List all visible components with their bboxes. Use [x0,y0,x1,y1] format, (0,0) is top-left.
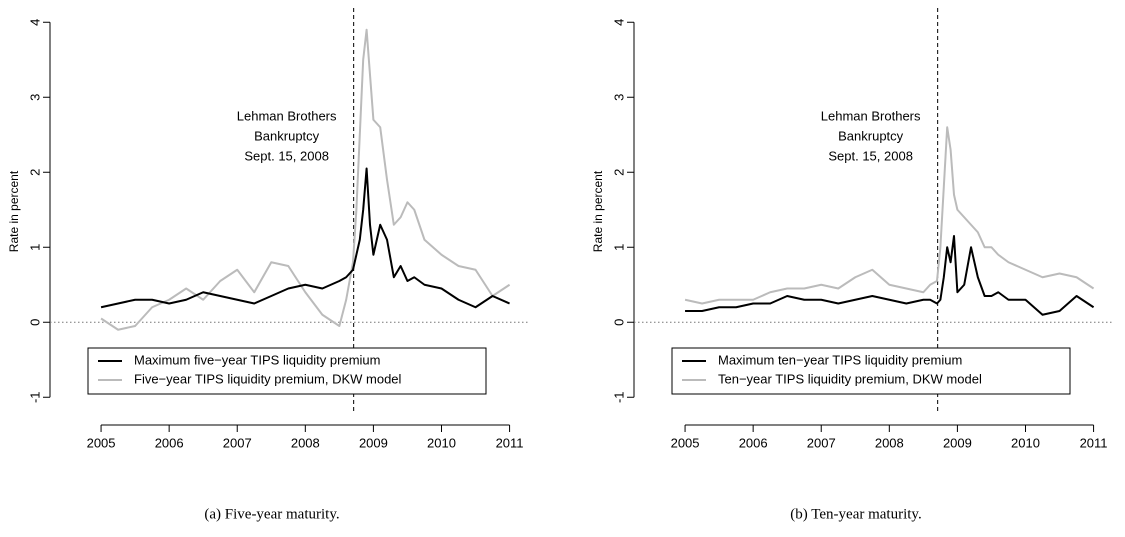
x-tick-label: 2005 [87,435,116,450]
y-axis-label: Rate in percent [7,170,21,252]
x-tick-label: 2007 [807,435,836,450]
y-tick-label: 3 [611,94,626,101]
x-tick-label: 2005 [671,435,700,450]
legend-label: Maximum ten−year TIPS liquidity premium [718,352,962,367]
legend-label: Maximum five−year TIPS liquidity premium [134,352,380,367]
annotation: Bankruptcy [254,128,320,143]
x-tick-label: 2006 [155,435,184,450]
legend-box [87,347,487,395]
x-tick-label: 2011 [496,435,524,450]
x-tick-label: 2007 [223,435,252,450]
series-line [684,126,1095,305]
annotation: Sept. 15, 2008 [828,148,913,163]
series-line [100,28,511,331]
x-tick-label: 2011 [1080,435,1108,450]
series-line [685,235,1095,316]
y-tick-label: 0 [27,319,42,326]
legend-box [671,347,1071,395]
y-tick-label: -1 [27,391,42,403]
legend-label: Five−year TIPS liquidity premium, DKW mo… [134,371,402,386]
y-tick-label: 0 [611,319,626,326]
annotation: Lehman Brothers [821,108,921,123]
series-line [100,167,510,309]
y-tick-label: 1 [611,244,626,251]
y-tick-label: 3 [27,94,42,101]
annotation: Sept. 15, 2008 [244,148,329,163]
y-tick-label: -1 [611,391,626,403]
annotation: Lehman Brothers [237,108,337,123]
x-tick-label: 2006 [739,435,768,450]
x-tick-label: 2009 [359,435,388,450]
x-tick-label: 2010 [1011,435,1040,450]
y-tick-label: 2 [611,169,626,176]
y-axis-label: Rate in percent [591,170,605,252]
x-tick-label: 2009 [943,435,972,450]
y-tick-label: 2 [27,169,42,176]
x-tick-label: 2008 [291,435,320,450]
caption: (a) Five-year maturity. [204,506,339,522]
annotation: Bankruptcy [838,128,904,143]
y-tick-label: 4 [27,19,42,26]
x-tick-label: 2008 [875,435,904,450]
x-tick-label: 2010 [427,435,456,450]
panel: -1 0 1 2 3 4 2005 2006 2007 2008 2009 2010 2011 Rate … [7,8,530,522]
panel: -1 0 1 2 3 4 2005 2006 2007 2008 2009 2010 2011 Rate … [591,8,1114,522]
y-tick-label: 1 [27,244,42,251]
caption: (b) Ten-year maturity. [790,506,921,522]
y-tick-label: 4 [611,19,626,26]
legend-label: Ten−year TIPS liquidity premium, DKW mod… [718,371,982,386]
